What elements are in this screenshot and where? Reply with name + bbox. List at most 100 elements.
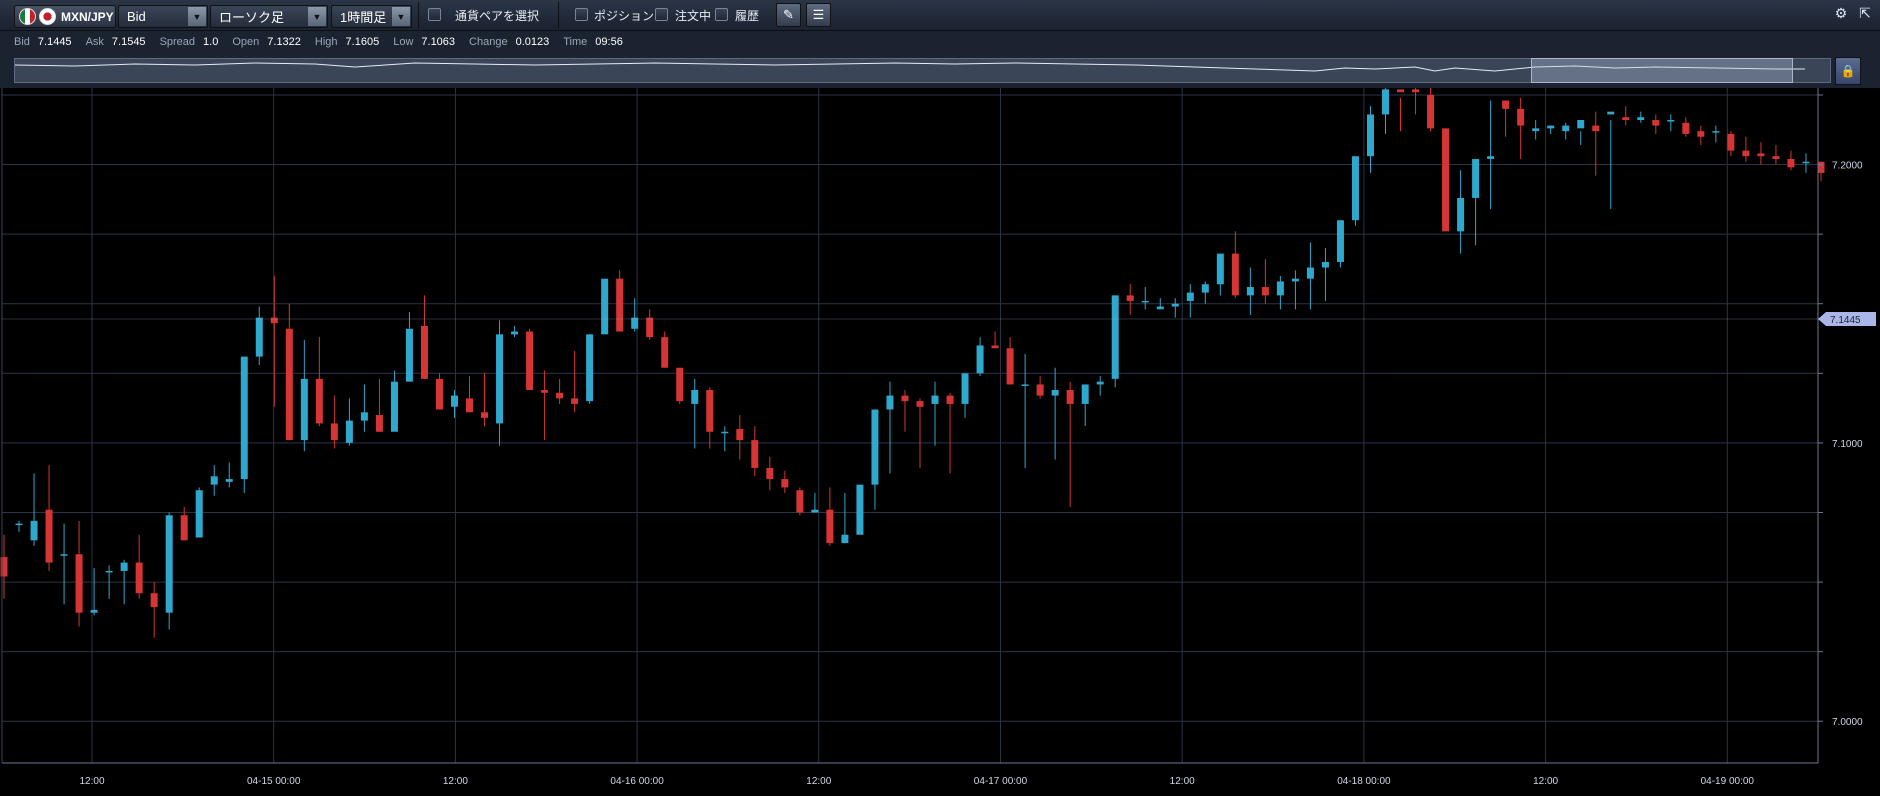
- candle-body: [360, 412, 368, 421]
- candle: [120, 559, 128, 605]
- candle: [1201, 281, 1209, 304]
- candle: [721, 426, 729, 452]
- gear-icon[interactable]: ⚙: [1834, 4, 1848, 21]
- candle-body: [30, 520, 38, 541]
- candle: [556, 378, 564, 404]
- y-tick-label: 7.1000: [1832, 439, 1863, 450]
- candle: [1607, 111, 1615, 210]
- select-pair-label: 通貨ペアを選択: [455, 9, 540, 23]
- candle-body: [856, 484, 864, 535]
- candle: [1622, 106, 1630, 126]
- positions-checkbox[interactable]: [575, 8, 588, 21]
- popout-icon[interactable]: ⇱: [1859, 4, 1871, 21]
- candle-body: [796, 490, 804, 513]
- candle-body: [1532, 128, 1540, 132]
- candle-body: [571, 398, 579, 404]
- candle: [180, 506, 188, 541]
- candle-body: [826, 509, 834, 544]
- chevron-down-icon: ▼: [188, 7, 206, 26]
- candle-body: [886, 395, 894, 410]
- candle: [631, 298, 639, 332]
- candle: [841, 493, 849, 544]
- candle-body: [1787, 158, 1795, 168]
- candle: [736, 415, 744, 460]
- candle-body: [1457, 197, 1465, 232]
- candle-body: [1336, 220, 1344, 262]
- candle: [1036, 376, 1044, 399]
- candle: [886, 381, 894, 474]
- history-checkbox[interactable]: [715, 8, 728, 21]
- candlestick-chart[interactable]: 12:00 04-15 00:00 12:00 04-16 00:00 12:00 04-…: [0, 88, 1880, 796]
- candle-body: [1577, 120, 1585, 129]
- candle-body: [1366, 114, 1374, 157]
- select-pair-checkbox[interactable]: [428, 8, 441, 21]
- candle: [270, 275, 278, 407]
- candle: [1652, 114, 1660, 134]
- current-price-tag: [1818, 312, 1876, 327]
- lock-icon[interactable]: 🔒: [1835, 57, 1861, 85]
- candle: [1772, 145, 1780, 165]
- candle: [15, 520, 23, 532]
- orders-checkbox[interactable]: [655, 8, 668, 21]
- positions-label: ポジション: [594, 9, 655, 23]
- candle-body: [195, 490, 203, 538]
- candle-body: [75, 554, 83, 613]
- candle-body: [1066, 390, 1074, 404]
- x-tick-label: 04-15 00:00: [247, 776, 301, 787]
- candle-body: [1321, 261, 1329, 268]
- toolbar-divider: [558, 2, 559, 28]
- chart-type-select[interactable]: ローソク足 ▼: [210, 5, 328, 28]
- candle: [466, 376, 474, 413]
- candle: [255, 306, 263, 365]
- x-tick-label: 04-18 00:00: [1337, 776, 1391, 787]
- candle: [1742, 136, 1750, 162]
- candle-body: [1817, 161, 1825, 173]
- candle: [1757, 142, 1765, 165]
- candle: [1066, 381, 1074, 507]
- timeframe-select[interactable]: 1時間足 ▼: [331, 5, 412, 28]
- drawing-tools-button[interactable]: ✎: [776, 3, 801, 27]
- candle-body: [255, 317, 263, 357]
- chart-grid: [2, 88, 1818, 763]
- candle-body: [1096, 381, 1104, 385]
- indicator-list-button[interactable]: ☰: [806, 3, 831, 27]
- candle: [1532, 120, 1540, 140]
- candle: [1351, 156, 1359, 226]
- candle-body: [1351, 156, 1359, 221]
- candle-body: [1757, 153, 1765, 157]
- candle: [1427, 88, 1435, 132]
- candle: [1517, 97, 1525, 159]
- candle: [811, 493, 819, 513]
- candle-body: [916, 401, 924, 407]
- candle: [1126, 284, 1134, 315]
- candle-body: [1727, 133, 1735, 151]
- candle-body: [135, 562, 143, 594]
- navigator-window[interactable]: [1531, 58, 1793, 83]
- candle: [315, 337, 323, 427]
- candle-body: [45, 509, 53, 563]
- currency-pair-button[interactable]: MXN/JPY: [14, 5, 116, 28]
- candle-body: [120, 562, 128, 571]
- price-type-select[interactable]: Bid ▼: [118, 5, 208, 28]
- candle-body: [1412, 89, 1420, 93]
- candle: [616, 270, 624, 332]
- candle: [1156, 298, 1164, 310]
- candle-body: [1397, 89, 1405, 93]
- x-tick-label: 12:00: [443, 776, 468, 787]
- candle-body: [526, 331, 534, 391]
- candle-body: [1562, 125, 1570, 132]
- candle: [526, 328, 534, 391]
- candle: [435, 373, 443, 410]
- change-value: 0.0123: [515, 35, 550, 48]
- candle: [781, 470, 789, 493]
- candle-body: [631, 317, 639, 329]
- navigator-track[interactable]: [14, 58, 1831, 83]
- candle: [1366, 106, 1374, 173]
- candle-body: [1607, 111, 1615, 115]
- candle: [75, 520, 83, 627]
- candle: [1186, 284, 1194, 318]
- candle: [991, 331, 999, 349]
- bid-value: 7.1445: [37, 35, 72, 48]
- candle: [646, 309, 654, 340]
- candle: [225, 462, 233, 488]
